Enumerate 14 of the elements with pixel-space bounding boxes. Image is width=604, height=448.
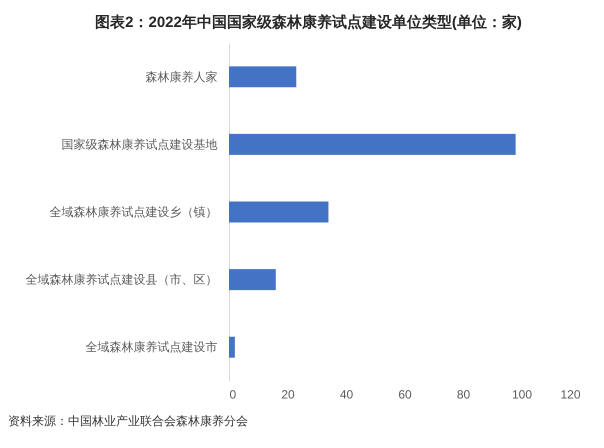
text: 资料来源：中国林业产业联合会森林康养分会 xyxy=(8,413,248,430)
x-tick-label: 100 xyxy=(512,388,532,402)
chart-title: 图表2：2022年中国国家级森林康养试点建设单位类型(单位：家) xyxy=(95,13,522,31)
x-tick-label: 120 xyxy=(560,388,581,402)
y-tick-label: 国家级森林康养试点建设基地 xyxy=(62,137,218,152)
y-tick-label: 全域森林康养试点建设市 xyxy=(86,340,218,354)
x-tick-label: 20 xyxy=(281,388,295,402)
y-tick-label: 全域森林康养试点建设县（市、区） xyxy=(26,272,218,287)
x-tick-label: 60 xyxy=(398,388,412,402)
y-tick-label: 森林康养人家 xyxy=(146,70,218,84)
y-tick-label: 全域森林康养试点建设乡（镇） xyxy=(50,205,218,219)
x-tick-label: 0 xyxy=(230,388,236,402)
x-tick-label: 40 xyxy=(340,388,354,402)
x-tick-label: 80 xyxy=(456,388,470,402)
